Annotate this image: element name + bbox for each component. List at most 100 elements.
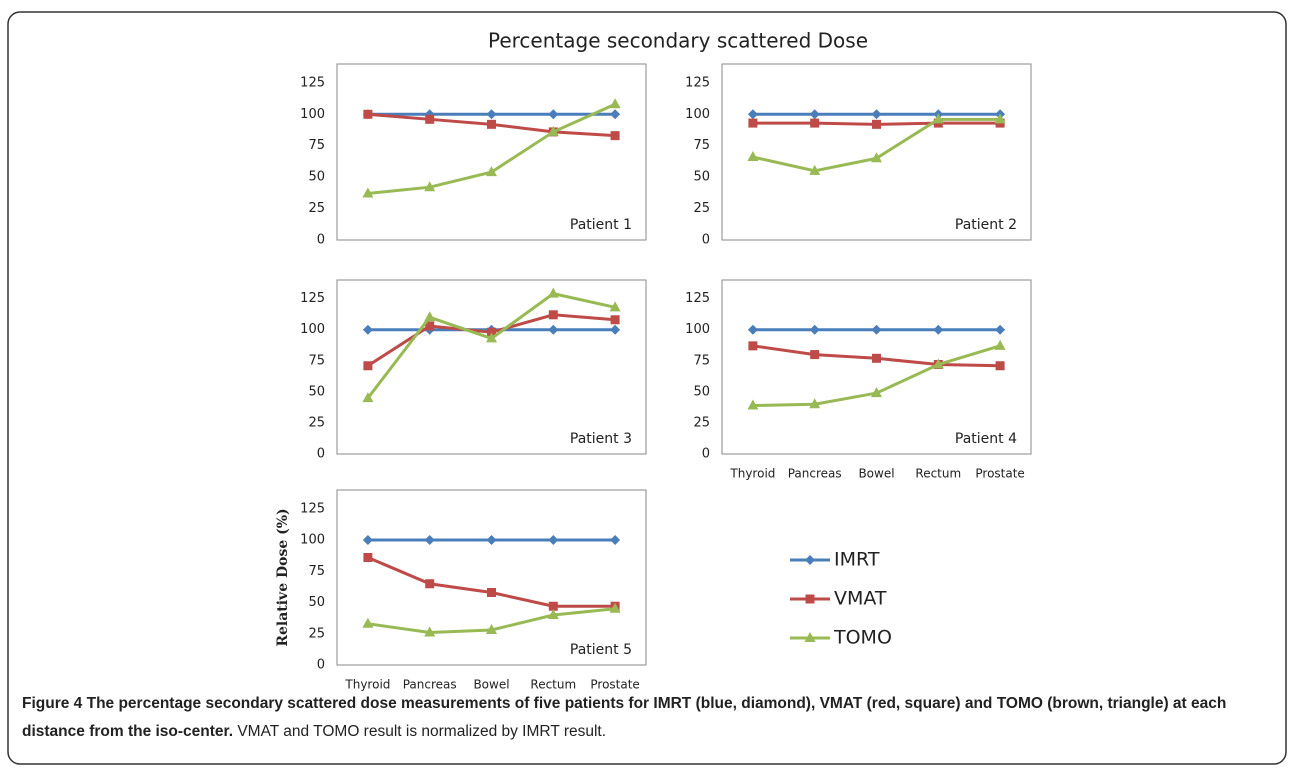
marker bbox=[362, 187, 374, 198]
x-tick-label: Pancreas bbox=[788, 467, 842, 481]
annotation: Patient 5 bbox=[570, 642, 632, 658]
marker bbox=[610, 535, 621, 545]
y-tick-label: 25 bbox=[693, 415, 710, 430]
figure-title: Percentage secondary scattered Dose bbox=[488, 29, 868, 53]
marker bbox=[871, 324, 882, 335]
marker bbox=[548, 601, 558, 611]
y-tick-label: 0 bbox=[317, 233, 325, 248]
y-tick-label: 75 bbox=[693, 353, 710, 368]
plot-area bbox=[336, 489, 647, 666]
y-tick-label: 75 bbox=[308, 564, 325, 579]
marker bbox=[486, 535, 497, 545]
y-tick-label: 0 bbox=[317, 658, 325, 673]
marker bbox=[810, 350, 820, 360]
marker bbox=[872, 119, 881, 129]
y-tick-label: 125 bbox=[300, 291, 325, 306]
marker bbox=[994, 339, 1006, 350]
y-tick-label: 125 bbox=[685, 75, 710, 90]
plot-area bbox=[721, 279, 1032, 455]
y-tick-label: 125 bbox=[300, 501, 325, 516]
marker bbox=[362, 392, 374, 403]
x-tick-label: Pancreas bbox=[403, 678, 457, 692]
marker bbox=[424, 181, 436, 192]
plot-area bbox=[721, 63, 1032, 241]
marker bbox=[486, 109, 497, 120]
marker bbox=[363, 109, 373, 119]
legend-label: VMAT bbox=[834, 588, 887, 610]
marker bbox=[809, 398, 821, 409]
y-tick-label: 125 bbox=[300, 75, 325, 90]
marker bbox=[424, 626, 436, 637]
y-tick-label: 50 bbox=[693, 170, 710, 185]
x-tick-label: Thyroid bbox=[729, 467, 775, 481]
marker bbox=[994, 113, 1006, 124]
y-tick-label: 100 bbox=[300, 322, 325, 337]
x-tick-label: Bowel bbox=[473, 678, 509, 692]
marker bbox=[871, 387, 882, 398]
y-tick-label: 50 bbox=[308, 595, 325, 610]
marker bbox=[548, 109, 559, 120]
annotation: Patient 3 bbox=[570, 431, 632, 447]
marker bbox=[487, 327, 496, 337]
series-line bbox=[367, 556, 616, 608]
y-tick-label: 50 bbox=[308, 384, 325, 399]
caption-bold: Figure 4 The percentage secondary scatte… bbox=[22, 695, 1227, 740]
plot-area bbox=[336, 279, 647, 455]
marker bbox=[548, 324, 559, 335]
marker bbox=[424, 311, 436, 322]
y-axis-label: Relative Dose (%) bbox=[275, 508, 291, 646]
annotation: Patient 4 bbox=[955, 431, 1017, 447]
marker bbox=[748, 118, 758, 128]
marker bbox=[809, 324, 820, 335]
marker bbox=[809, 164, 821, 175]
x-tick-label: Bowel bbox=[858, 467, 894, 481]
marker bbox=[609, 98, 621, 109]
marker bbox=[547, 287, 559, 298]
y-tick-label: 75 bbox=[308, 353, 325, 368]
x-tick-label: Rectum bbox=[915, 467, 961, 481]
figure-border bbox=[7, 11, 1287, 765]
marker bbox=[933, 324, 944, 335]
marker bbox=[748, 341, 758, 351]
y-tick-label: 0 bbox=[317, 447, 325, 462]
marker bbox=[871, 109, 882, 120]
marker bbox=[487, 588, 496, 597]
marker bbox=[425, 321, 435, 331]
annotation: Patient 2 bbox=[955, 217, 1017, 233]
marker bbox=[425, 114, 435, 124]
marker bbox=[363, 361, 373, 371]
marker bbox=[363, 553, 373, 562]
caption-text: VMAT and TOMO result is normalized by IM… bbox=[237, 723, 607, 740]
marker bbox=[809, 109, 820, 120]
x-tick-label: Thyroid bbox=[344, 678, 390, 692]
marker bbox=[548, 310, 558, 320]
y-tick-label: 50 bbox=[308, 170, 325, 185]
marker bbox=[610, 324, 621, 335]
y-tick-label: 25 bbox=[308, 626, 325, 641]
series-line bbox=[366, 292, 616, 399]
marker bbox=[486, 166, 497, 177]
marker bbox=[804, 632, 816, 642]
x-tick-label: Prostate bbox=[975, 467, 1024, 481]
marker bbox=[747, 324, 758, 335]
marker bbox=[609, 301, 621, 312]
marker bbox=[362, 535, 373, 545]
x-tick-label: Prostate bbox=[590, 678, 639, 692]
y-tick-label: 100 bbox=[300, 533, 325, 548]
y-tick-label: 75 bbox=[693, 138, 710, 153]
marker bbox=[424, 535, 435, 545]
marker bbox=[871, 152, 882, 163]
marker bbox=[747, 399, 759, 410]
y-tick-label: 125 bbox=[685, 291, 710, 306]
marker bbox=[547, 125, 559, 136]
marker bbox=[747, 151, 759, 162]
marker bbox=[805, 594, 815, 604]
marker bbox=[609, 602, 621, 613]
annotation: Patient 1 bbox=[570, 217, 632, 233]
x-tick-label: Rectum bbox=[530, 678, 576, 692]
y-tick-label: 100 bbox=[300, 107, 325, 122]
y-tick-label: 25 bbox=[693, 201, 710, 216]
marker bbox=[747, 109, 758, 120]
